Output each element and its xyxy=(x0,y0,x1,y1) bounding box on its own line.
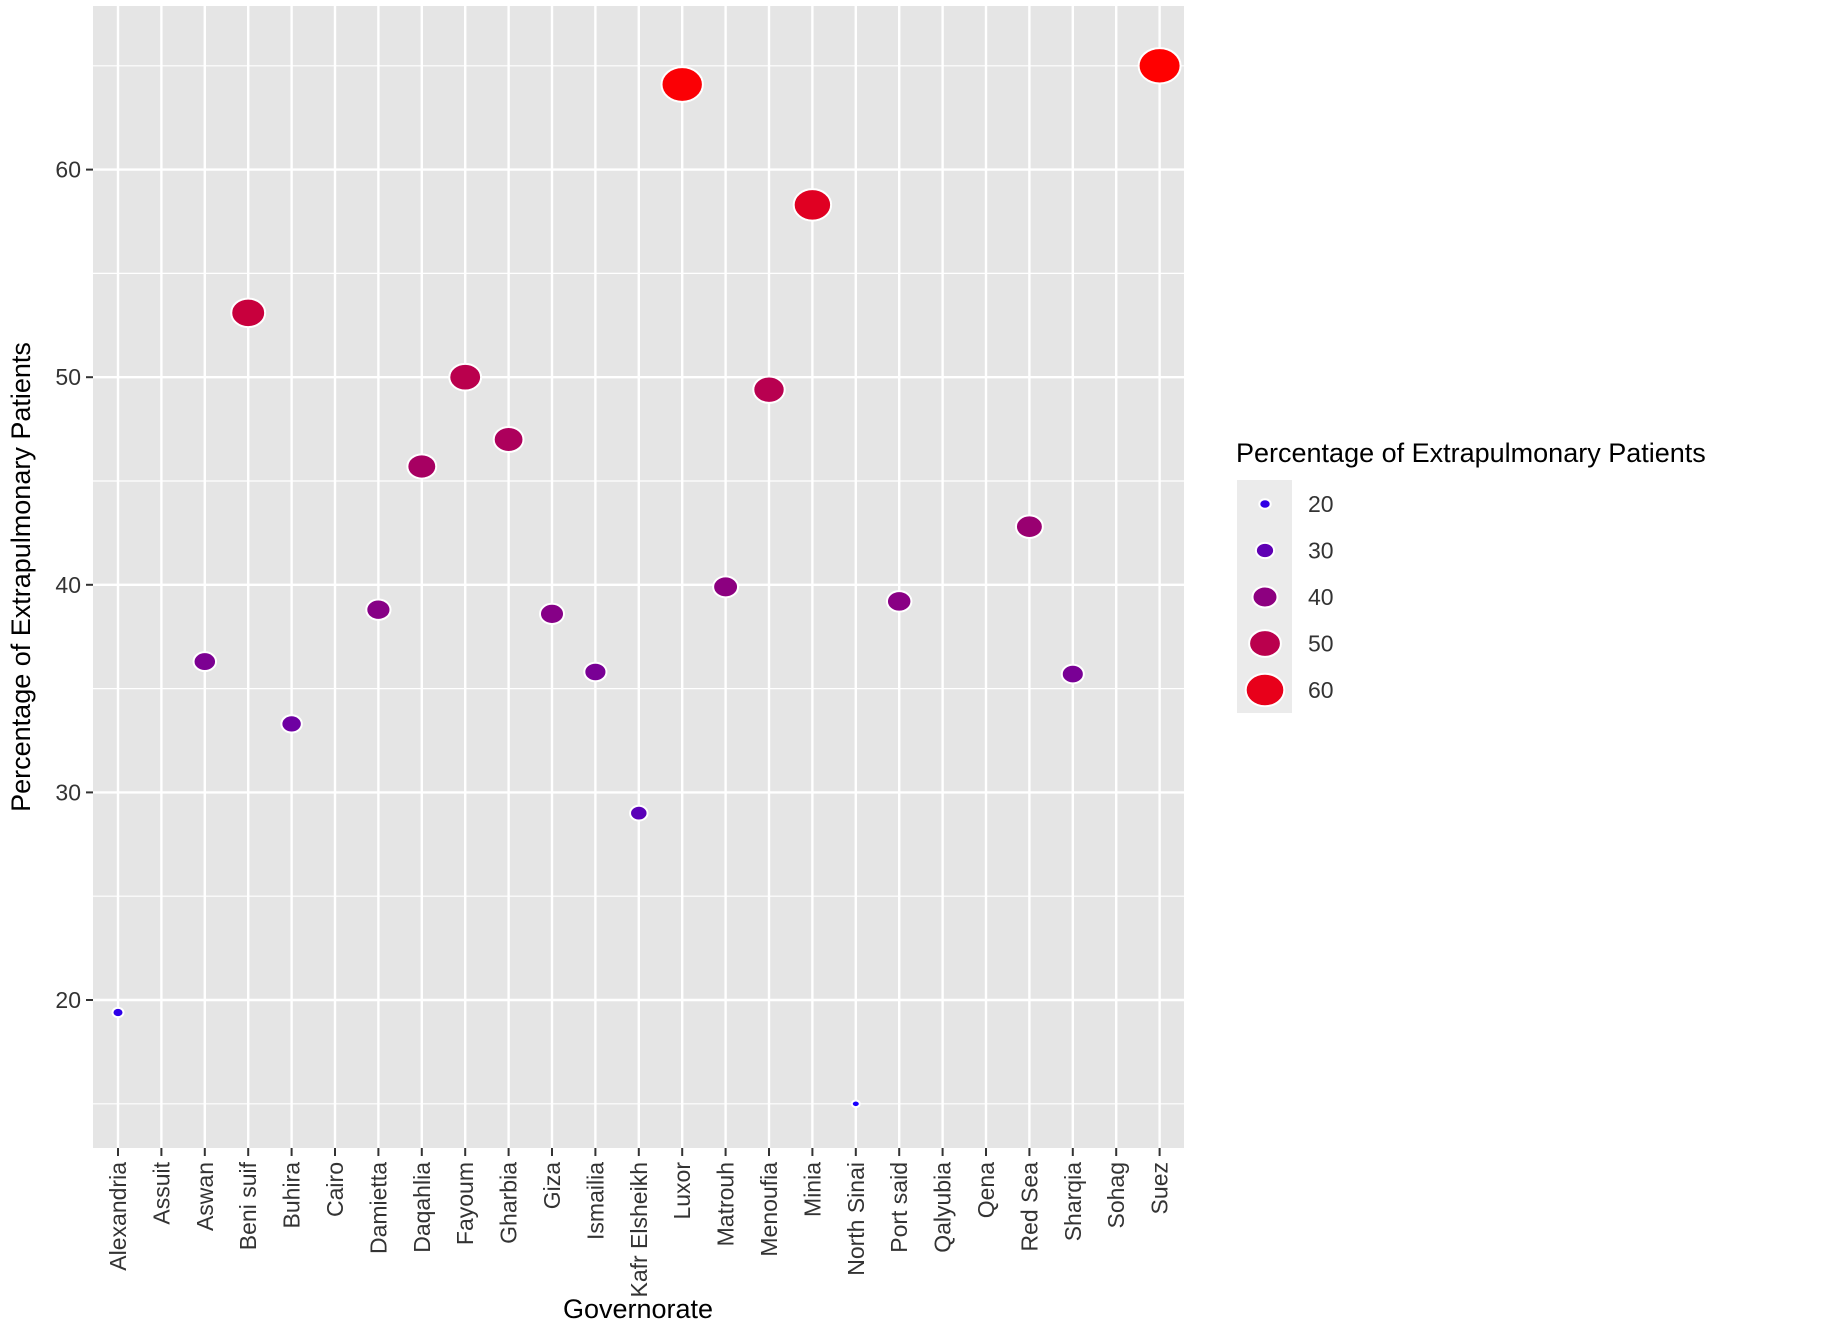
y-tick-label: 20 xyxy=(55,987,81,1013)
legend-label: 20 xyxy=(1308,491,1334,517)
data-point xyxy=(1014,514,1044,539)
data-point xyxy=(629,804,649,822)
data-point xyxy=(712,575,740,599)
data-point xyxy=(538,602,566,625)
legend-label: 60 xyxy=(1308,677,1334,703)
legend-key xyxy=(1248,629,1282,658)
x-tick-label: Cairo xyxy=(322,1162,348,1217)
data-point xyxy=(492,425,525,453)
legend-key xyxy=(1254,541,1276,560)
x-tick-label: Suez xyxy=(1147,1162,1173,1214)
x-tick-label: Matrouh xyxy=(713,1162,739,1246)
x-tick-label: Sohag xyxy=(1103,1162,1129,1229)
x-axis-title: Governorate xyxy=(563,1294,713,1324)
x-tick-label: Menoufia xyxy=(756,1162,782,1257)
x-tick-label: Assuit xyxy=(148,1161,174,1224)
y-tick-label: 60 xyxy=(55,157,81,183)
data-point xyxy=(230,297,267,329)
x-tick-label: Qalyubia xyxy=(930,1162,956,1253)
x-tick-label: Sharqia xyxy=(1060,1162,1086,1241)
x-tick-label: Giza xyxy=(539,1162,565,1210)
x-tick-label: Beni suif xyxy=(235,1161,261,1250)
y-tick-label: 40 xyxy=(55,572,81,598)
data-point xyxy=(885,590,913,613)
x-tick-label: Minia xyxy=(799,1162,825,1217)
major-gridlines xyxy=(93,6,1184,1148)
x-tick-label: Fayoum xyxy=(452,1162,478,1245)
x-tick-label: North Sinai xyxy=(843,1162,869,1276)
y-axis-ticks: 20 30 40 50 60 xyxy=(55,157,93,1013)
legend: Percentage of Extrapulmonary Patients 20… xyxy=(1236,438,1706,713)
data-point xyxy=(192,651,218,673)
legend-key xyxy=(1258,498,1272,510)
data-point xyxy=(406,453,438,480)
legend-label: 30 xyxy=(1308,538,1334,564)
x-tick-label: Alexandria xyxy=(105,1162,131,1271)
x-tick-label: Damietta xyxy=(365,1162,391,1254)
legend-entries: 20 30 40 50 60 xyxy=(1244,491,1334,708)
x-tick-label: Gharbia xyxy=(496,1162,522,1244)
data-point xyxy=(792,188,833,222)
x-tick-label: Daqahlia xyxy=(409,1162,435,1253)
legend-label: 40 xyxy=(1308,584,1334,610)
y-tick-label: 30 xyxy=(55,779,81,805)
data-point xyxy=(365,598,392,621)
data-point xyxy=(111,1006,125,1019)
x-tick-label: Qena xyxy=(973,1162,999,1218)
legend-label: 50 xyxy=(1308,631,1334,657)
data-point xyxy=(448,362,483,392)
x-tick-label: Buhira xyxy=(279,1162,305,1229)
legend-title: Percentage of Extrapulmonary Patients xyxy=(1236,438,1706,468)
data-point xyxy=(752,375,786,404)
x-tick-label: Aswan xyxy=(192,1162,218,1231)
x-tick-label: Ismailia xyxy=(582,1162,608,1240)
x-axis-ticks: Alexandria Assuit Aswan Beni suif Buhira Cair… xyxy=(105,1148,1173,1298)
legend-key xyxy=(1244,672,1286,708)
x-tick-label: Kafr Elsheikh xyxy=(626,1162,652,1298)
data-point xyxy=(583,661,608,683)
y-tick-label: 50 xyxy=(55,364,81,390)
data-point xyxy=(660,66,704,103)
x-tick-label: Red Sea xyxy=(1016,1162,1042,1252)
x-tick-label: Luxor xyxy=(669,1162,695,1220)
data-point xyxy=(280,714,303,734)
data-point xyxy=(850,1099,861,1109)
x-tick-label: Port said xyxy=(886,1162,912,1253)
data-points xyxy=(111,47,1182,1109)
data-point xyxy=(1137,47,1182,85)
data-point xyxy=(1060,663,1085,685)
y-axis-title: Percentage of Extrapulmonary Patients xyxy=(6,342,36,812)
legend-key xyxy=(1251,585,1279,609)
